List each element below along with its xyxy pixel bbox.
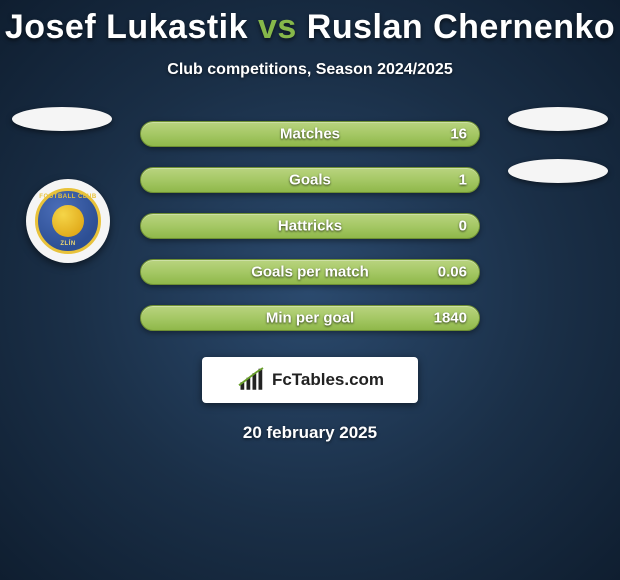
stat-value-right: 1840 [434,310,467,327]
bar-chart-icon [236,367,266,393]
stat-label: Goals [289,172,331,189]
stat-row-min-per-goal: Min per goal 1840 [140,305,480,331]
brand-badge[interactable]: FcTables.com [202,357,418,403]
stat-label: Goals per match [251,264,369,281]
stat-value-right: 1 [459,172,467,189]
ball-icon [52,205,84,237]
stat-label: Hattricks [278,218,342,235]
vs-separator: vs [258,8,297,46]
stat-label: Matches [280,126,340,143]
page-title: Josef Lukastik vs Ruslan Chernenko [0,0,620,47]
player-left: Josef Lukastik [5,8,248,46]
date-line: 20 february 2025 [0,423,620,443]
stat-value-right: 0 [459,218,467,235]
brand-label: FcTables.com [272,370,384,390]
avatar-placeholder-right-2 [508,159,608,183]
stat-row-goals-per-match: Goals per match 0.06 [140,259,480,285]
stat-row-matches: Matches 16 [140,121,480,147]
avatar-placeholder-right-1 [508,107,608,131]
stat-label: Min per goal [266,310,354,327]
avatar-placeholder-left [12,107,112,131]
club-badge: FOOTBALL CLUB ZLÍN [26,179,110,263]
stat-row-hattricks: Hattricks 0 [140,213,480,239]
player-right: Ruslan Chernenko [307,8,615,46]
stats-container: FOOTBALL CLUB ZLÍN Matches 16 Goals 1 Ha… [0,121,620,331]
stat-row-goals: Goals 1 [140,167,480,193]
stat-value-right: 16 [450,126,467,143]
badge-bottom-text: ZLÍN [60,241,75,247]
stat-value-right: 0.06 [438,264,467,281]
badge-top-text: FOOTBALL CLUB [39,194,96,200]
subtitle: Club competitions, Season 2024/2025 [0,61,620,79]
